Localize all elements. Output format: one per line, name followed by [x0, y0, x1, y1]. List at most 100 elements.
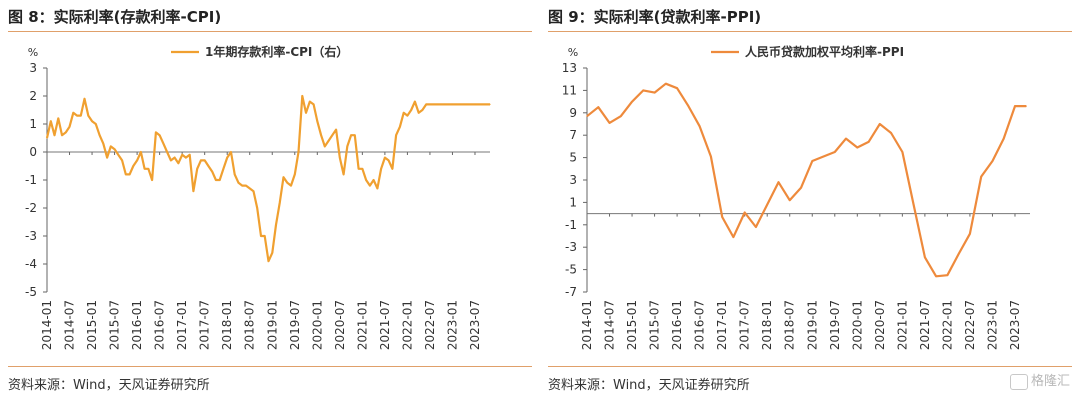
- data-point: [192, 190, 195, 192]
- data-point: [481, 103, 484, 105]
- data-point: [586, 115, 588, 117]
- data-point: [196, 168, 198, 170]
- x-tick-label: 2018-07: [243, 300, 257, 350]
- data-point: [260, 235, 262, 237]
- data-point: [136, 159, 138, 161]
- data-point: [1003, 137, 1005, 140]
- data-point: [399, 126, 401, 128]
- data-point: [403, 112, 405, 114]
- x-tick-label: 2022-01: [400, 300, 414, 350]
- data-point: [125, 173, 127, 175]
- data-point: [305, 112, 307, 114]
- data-point: [170, 159, 172, 161]
- data-point: [80, 115, 82, 117]
- data-point: [282, 176, 285, 178]
- data-point: [425, 103, 427, 105]
- data-point: [410, 109, 412, 111]
- data-point: [459, 103, 461, 105]
- data-point: [68, 126, 71, 128]
- data-point: [312, 103, 315, 105]
- y-tick-label: -5: [25, 285, 37, 299]
- data-point: [354, 134, 356, 136]
- x-tick-label: 2023-07: [1008, 300, 1022, 350]
- x-tick-label: 2019-01: [805, 300, 819, 350]
- x-tick-label: 2017-07: [198, 300, 212, 350]
- data-point: [271, 252, 273, 254]
- data-point: [395, 134, 397, 136]
- data-point: [339, 157, 341, 159]
- y-tick-label: 11: [562, 83, 577, 97]
- series-line: [586, 82, 1027, 278]
- data-point: [485, 103, 487, 105]
- data-point: [155, 131, 157, 133]
- data-point: [50, 120, 52, 122]
- data-point: [279, 201, 281, 203]
- data-point: [924, 256, 926, 258]
- data-point: [935, 275, 937, 277]
- data-point: [665, 83, 667, 85]
- data-point: [102, 143, 104, 145]
- data-point: [687, 105, 689, 107]
- title-divider: [8, 31, 532, 32]
- data-point: [275, 224, 277, 226]
- data-point: [189, 154, 191, 156]
- x-tick-label: 2015-07: [108, 300, 122, 350]
- data-point: [373, 179, 375, 181]
- data-point: [369, 185, 371, 187]
- data-point: [913, 204, 915, 206]
- data-point: [117, 154, 119, 156]
- data-point: [316, 120, 318, 122]
- data-point: [608, 122, 611, 124]
- data-point: [162, 143, 164, 145]
- y-tick-label: 3: [569, 173, 577, 187]
- data-point: [166, 151, 168, 153]
- data-point: [444, 103, 446, 105]
- y-tick-label: 1: [569, 195, 577, 209]
- source-divider: [548, 366, 1072, 367]
- data-point: [286, 182, 288, 184]
- data-point: [144, 168, 146, 170]
- data-point: [597, 106, 599, 108]
- data-point: [699, 125, 701, 127]
- data-point: [256, 207, 258, 209]
- data-point: [106, 157, 108, 159]
- data-point: [845, 137, 847, 140]
- y-tick-label: -7: [565, 285, 577, 299]
- data-point: [391, 168, 393, 170]
- data-point: [297, 151, 300, 153]
- data-point: [147, 168, 149, 170]
- y-tick-label: -3: [565, 240, 577, 254]
- x-tick-label: 2018-01: [220, 300, 234, 350]
- x-tick-label: 2018-07: [783, 300, 797, 350]
- data-point: [980, 176, 982, 178]
- data-point: [946, 274, 949, 276]
- source-note: 资料来源：Wind，天风证券研究所: [548, 378, 750, 393]
- data-point: [414, 101, 416, 103]
- data-point: [237, 182, 240, 184]
- data-point: [969, 233, 971, 235]
- data-point: [710, 155, 712, 158]
- data-point: [241, 185, 243, 187]
- y-axis-unit: %: [568, 46, 578, 59]
- data-point: [324, 145, 326, 147]
- data-point: [433, 103, 435, 105]
- data-point: [91, 120, 93, 122]
- data-point: [358, 168, 360, 170]
- data-point: [87, 115, 89, 117]
- y-tick-label: -4: [25, 257, 37, 271]
- x-tick-label: 2016-07: [693, 300, 707, 350]
- data-point: [384, 157, 386, 159]
- data-point: [440, 103, 442, 105]
- data-point: [811, 160, 813, 162]
- data-point: [448, 103, 450, 105]
- data-point: [177, 162, 179, 164]
- data-point: [755, 226, 757, 228]
- data-point: [418, 112, 420, 114]
- data-point: [219, 179, 221, 181]
- data-point: [429, 103, 431, 105]
- data-point: [642, 89, 644, 91]
- data-point: [744, 211, 746, 214]
- y-tick-label: 1: [29, 117, 37, 131]
- data-point: [245, 185, 247, 187]
